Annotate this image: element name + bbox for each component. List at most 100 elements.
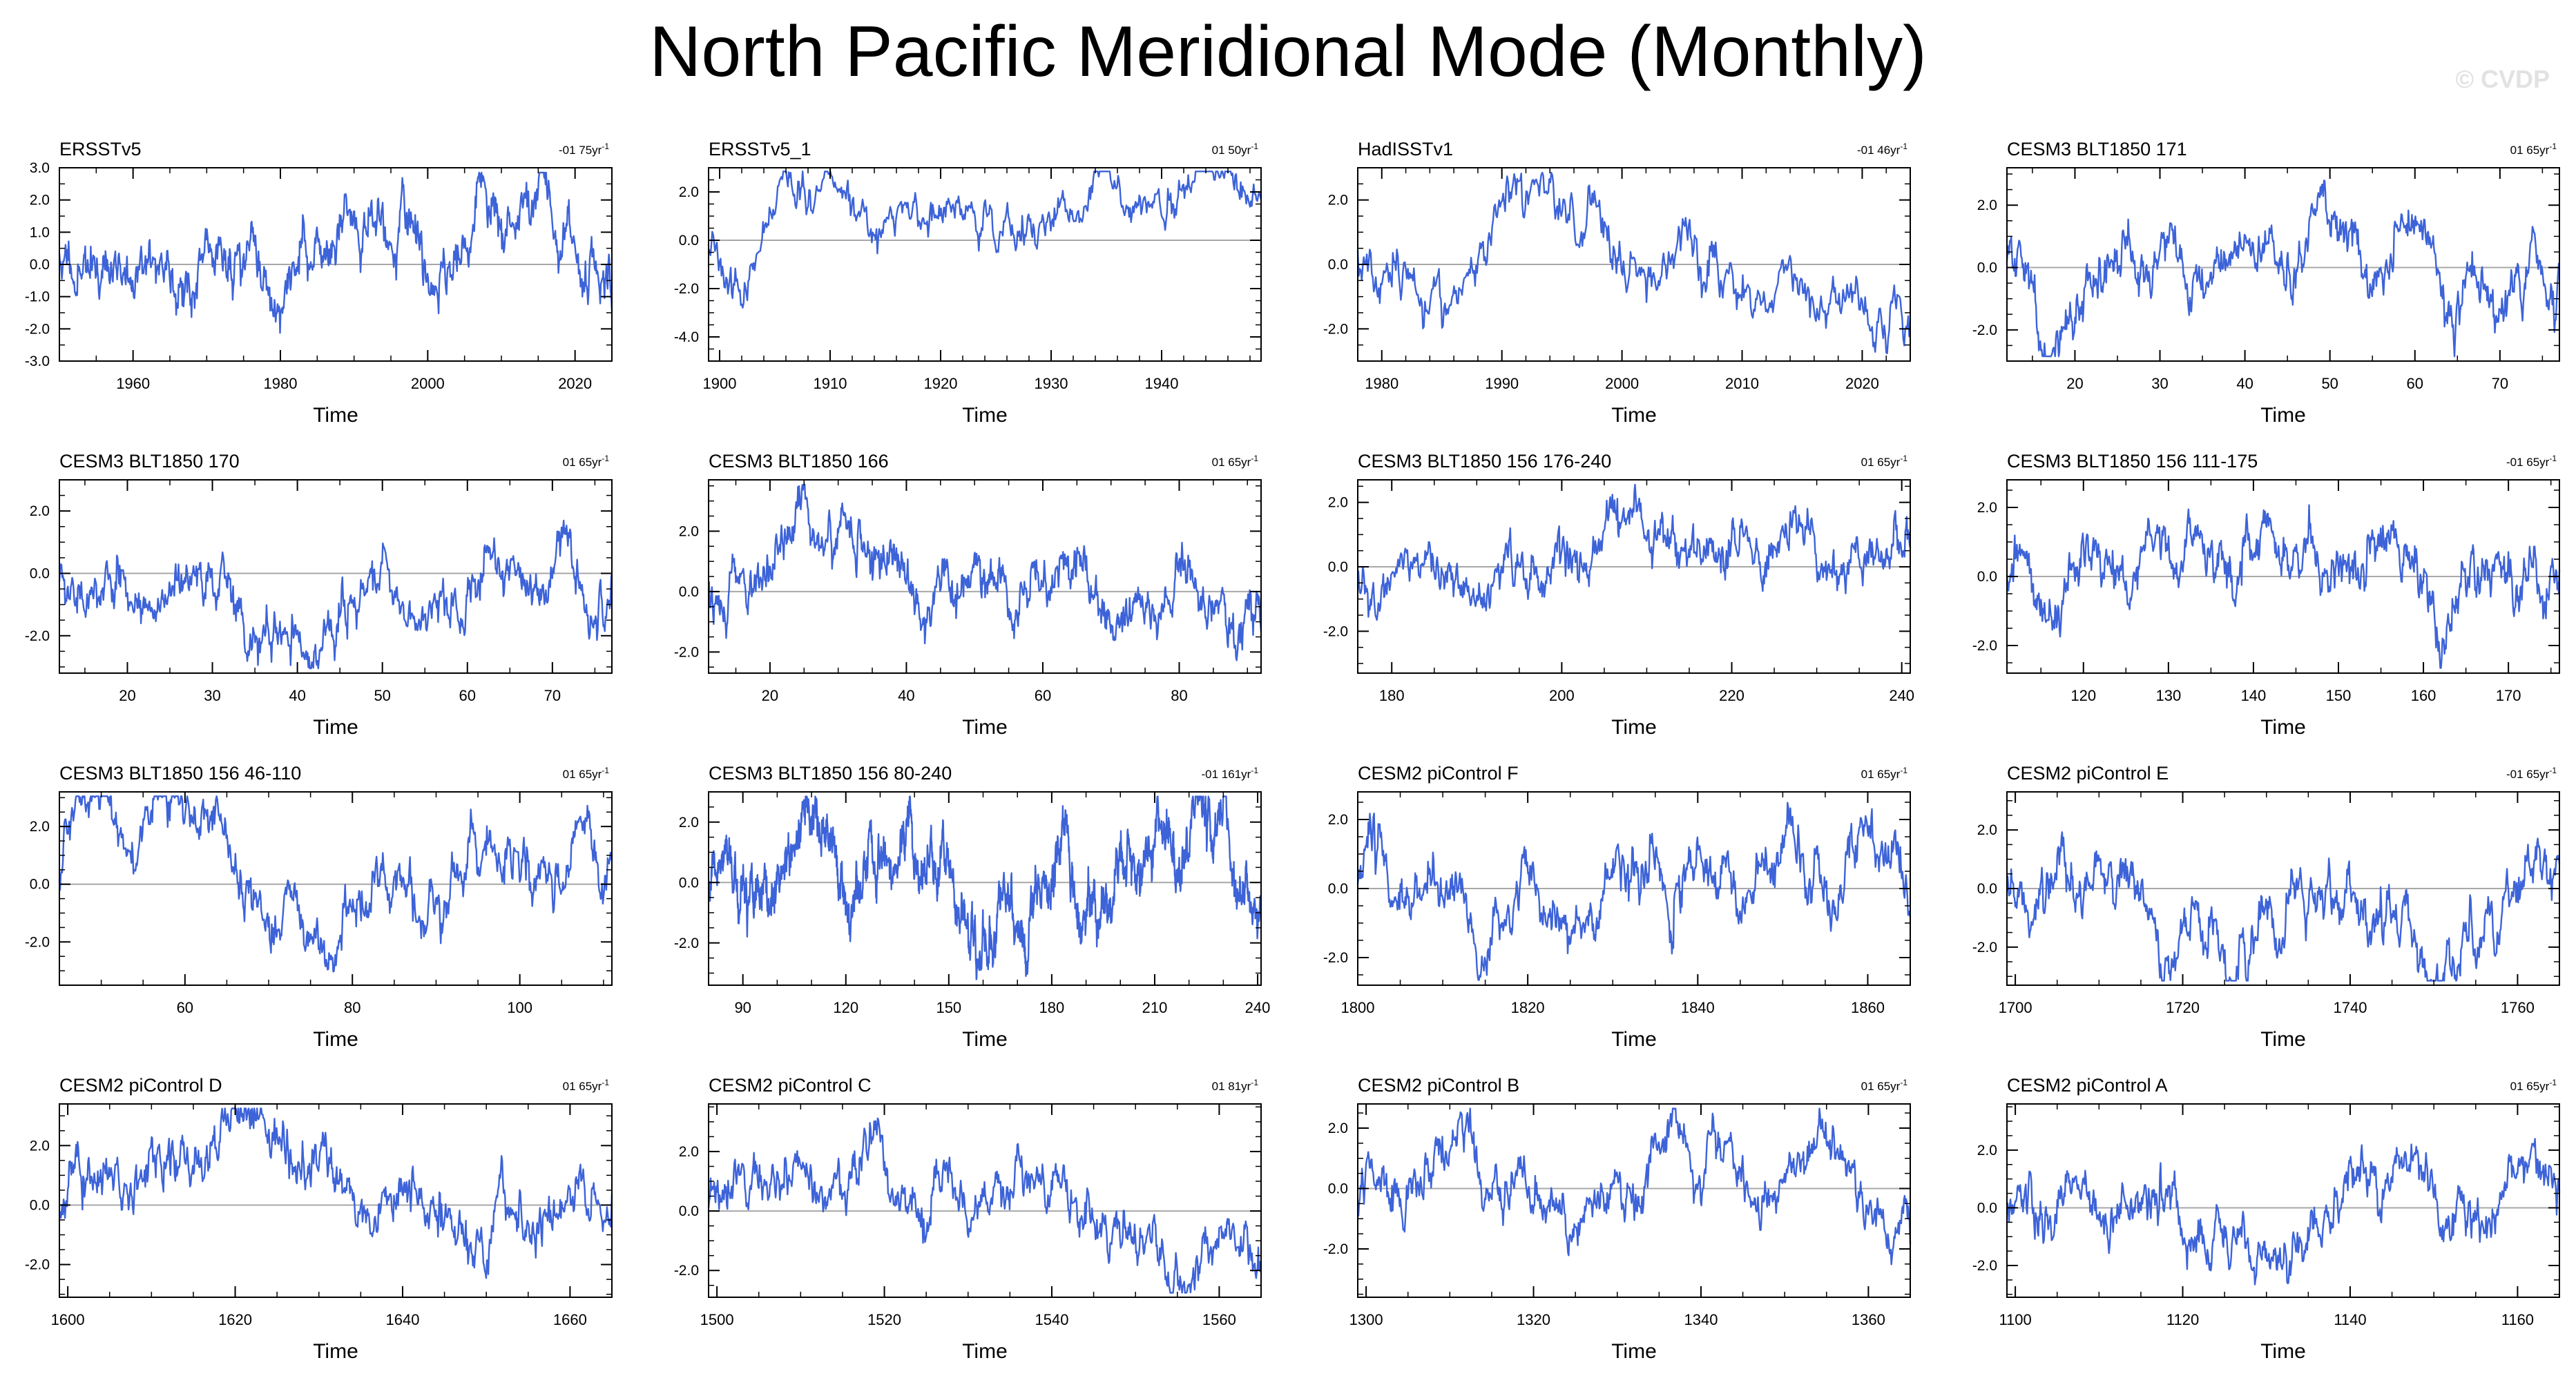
y-tick-label: 2.0 bbox=[1977, 822, 1997, 838]
panel-title: HadISSTv1 bbox=[1358, 139, 1453, 159]
panel-title: CESM3 BLT1850 170 bbox=[59, 451, 240, 472]
y-tick-label: 2.0 bbox=[1977, 1143, 1997, 1158]
x-tick-label: 180 bbox=[1379, 687, 1405, 704]
trend-label: 01 65yr-1 bbox=[2510, 142, 2557, 157]
trend-label-exponent: -1 bbox=[1900, 1078, 1907, 1087]
chart-panel: CESM3 BLT1850 156 80-240 -01 161yr-1 90 120… bbox=[674, 763, 1271, 1051]
x-axis-label: Time bbox=[313, 1028, 358, 1051]
y-tick-label: 2.0 bbox=[30, 819, 50, 835]
x-axis-label: Time bbox=[1611, 1340, 1657, 1363]
x-tick-label: 1910 bbox=[814, 375, 847, 392]
trend-label: 01 65yr-1 bbox=[563, 766, 610, 781]
trend-label: 01 81yr-1 bbox=[1212, 1078, 1259, 1093]
y-tick-label: -2.0 bbox=[1323, 623, 1348, 639]
plot-frame bbox=[1357, 1103, 1911, 1298]
y-tick-label: -2.0 bbox=[674, 644, 699, 660]
y-tick-label: -2.0 bbox=[1972, 1258, 1997, 1274]
trend-label: -01 75yr-1 bbox=[559, 142, 609, 157]
trend-label: -01 65yr-1 bbox=[2506, 454, 2557, 469]
x-axis-label: Time bbox=[1611, 404, 1657, 427]
trend-label: 01 65yr-1 bbox=[1861, 1078, 1908, 1093]
y-tick-label: 2.0 bbox=[1977, 197, 1997, 213]
series-line bbox=[707, 795, 1262, 980]
x-tick-label: 200 bbox=[1549, 687, 1575, 704]
trend-label-exponent: -1 bbox=[2549, 454, 2557, 463]
trend-label: 01 65yr-1 bbox=[563, 454, 610, 469]
y-tick-label: 2.0 bbox=[679, 815, 699, 831]
x-tick-label: 50 bbox=[374, 687, 390, 704]
x-tick-label: 1320 bbox=[1517, 1311, 1550, 1328]
x-tick-label: 1140 bbox=[2334, 1311, 2366, 1328]
y-tick-label: 0.0 bbox=[679, 875, 699, 891]
panel-title: CESM2 piControl E bbox=[2007, 763, 2169, 784]
y-tick-label: -4.0 bbox=[674, 329, 699, 345]
chart-panel: CESM3 BLT1850 156 176-240 01 65yr-1 180 200… bbox=[1323, 451, 1914, 739]
x-tick-label: 2020 bbox=[1845, 375, 1879, 392]
y-tick-label: -3.0 bbox=[25, 353, 50, 369]
x-tick-label: 2000 bbox=[411, 375, 445, 392]
y-tick-label: 2.0 bbox=[1328, 193, 1348, 208]
y-tick-label: 0.0 bbox=[30, 1197, 50, 1213]
x-tick-label: 1930 bbox=[1035, 375, 1068, 392]
y-tick-label: 0.0 bbox=[679, 1203, 699, 1219]
x-tick-label: 210 bbox=[1142, 999, 1168, 1016]
x-axis-label: Time bbox=[962, 1340, 1008, 1363]
panel-title: CESM2 piControl D bbox=[59, 1075, 222, 1096]
y-tick-label: 0.0 bbox=[30, 565, 50, 581]
plot-frame bbox=[1357, 479, 1911, 674]
x-tick-label: 1120 bbox=[2166, 1311, 2199, 1328]
plot-frame bbox=[59, 1103, 613, 1298]
series-line bbox=[707, 1117, 1262, 1294]
plot-frame bbox=[2006, 167, 2560, 362]
chart-panel: CESM3 BLT1850 171 01 65yr-1 20 30 40 50 60 70 -2… bbox=[1972, 139, 2561, 427]
y-tick-label: 0.0 bbox=[1328, 881, 1348, 897]
x-tick-label: 1500 bbox=[700, 1311, 734, 1328]
y-tick-label: 0.0 bbox=[1328, 1181, 1348, 1197]
x-tick-label: 60 bbox=[1035, 687, 1051, 704]
x-tick-label: 1340 bbox=[1684, 1311, 1718, 1328]
trend-label: -01 65yr-1 bbox=[2506, 766, 2557, 781]
x-tick-label: 150 bbox=[2326, 687, 2352, 704]
panel-title: CESM3 BLT1850 156 80-240 bbox=[709, 763, 952, 784]
x-tick-label: 20 bbox=[762, 687, 778, 704]
y-tick-label: 0.0 bbox=[679, 233, 699, 249]
plot-frame bbox=[708, 1103, 1262, 1298]
x-tick-label: 60 bbox=[459, 687, 476, 704]
y-tick-label: -2.0 bbox=[674, 281, 699, 297]
trend-label: 01 65yr-1 bbox=[1861, 766, 1908, 781]
x-tick-label: 1980 bbox=[264, 375, 298, 392]
chart-panel: CESM3 BLT1850 170 01 65yr-1 20 30 40 50 60 70 -2… bbox=[25, 451, 613, 739]
y-tick-label: 0.0 bbox=[1977, 260, 1997, 276]
x-tick-label: 1160 bbox=[2501, 1311, 2534, 1328]
panel-title: CESM2 piControl C bbox=[709, 1075, 872, 1096]
x-tick-label: 1860 bbox=[1851, 999, 1885, 1016]
trend-label: -01 46yr-1 bbox=[1857, 142, 1907, 157]
y-tick-label: -2.0 bbox=[1323, 950, 1348, 966]
x-tick-label: 1100 bbox=[1999, 1311, 2031, 1328]
x-tick-label: 30 bbox=[2151, 375, 2168, 392]
series-line bbox=[58, 171, 613, 334]
x-axis-label: Time bbox=[313, 404, 358, 427]
x-axis-label: Time bbox=[313, 716, 358, 739]
x-tick-label: 2010 bbox=[1725, 375, 1759, 392]
y-tick-label: 0.0 bbox=[1977, 881, 1997, 897]
y-tick-label: 0.0 bbox=[30, 877, 50, 893]
chart-panel: ERSSTv5_1 01 50yr-1 1900 1910 1920 1930 1940 -4… bbox=[674, 139, 1262, 427]
x-tick-label: 1820 bbox=[1511, 999, 1545, 1016]
y-tick-label: 2.0 bbox=[1977, 500, 1997, 516]
chart-panel: CESM2 piControl D 01 65yr-1 1600 1620 1640 16… bbox=[25, 1075, 613, 1363]
trend-label-exponent: -1 bbox=[1251, 766, 1258, 775]
series-line bbox=[1357, 483, 1912, 621]
x-tick-label: 1560 bbox=[1202, 1311, 1236, 1328]
trend-label-exponent: -1 bbox=[602, 142, 609, 151]
x-tick-label: 1520 bbox=[867, 1311, 901, 1328]
y-tick-label: -2.0 bbox=[25, 1257, 50, 1273]
y-tick-label: 2.0 bbox=[1328, 1121, 1348, 1136]
y-tick-label: -2.0 bbox=[25, 628, 50, 644]
y-tick-label: 0.0 bbox=[679, 584, 699, 600]
panel-title: CESM2 piControl B bbox=[1358, 1075, 1519, 1096]
trend-label: 01 65yr-1 bbox=[1861, 454, 1908, 469]
x-tick-label: 240 bbox=[1889, 687, 1914, 704]
series-line bbox=[2006, 180, 2561, 358]
